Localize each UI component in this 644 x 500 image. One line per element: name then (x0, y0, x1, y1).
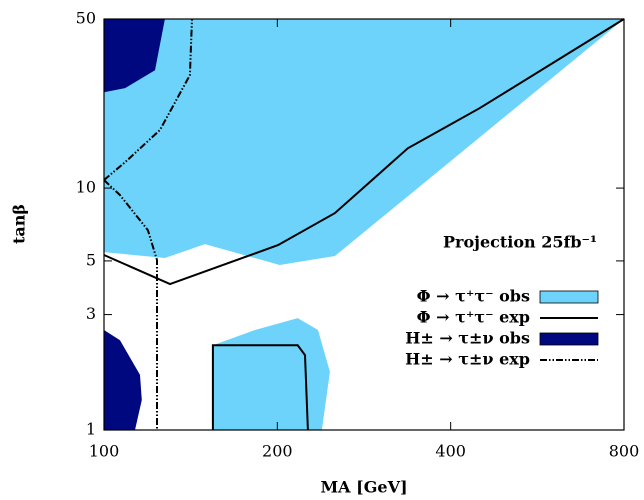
y-tick-label: 5 (86, 250, 96, 269)
x-tick-label: 400 (435, 442, 466, 461)
legend-label: Φ → τ⁺τ⁻ obs (417, 287, 530, 306)
legend-label: H± → τ±ν obs (405, 329, 530, 348)
legend-label: Φ → τ⁺τ⁻ exp (417, 308, 530, 327)
axes-frame (103, 18, 625, 431)
y-tick-label: 50 (76, 9, 96, 28)
y-tick-label: 1 (86, 420, 96, 439)
area (104, 19, 165, 430)
x-tick-label: 200 (262, 442, 293, 461)
annotation: Projection 25fb⁻¹ (443, 233, 597, 252)
legend-swatch (539, 290, 599, 304)
line (103, 18, 625, 431)
x-tick-label: 800 (609, 442, 640, 461)
x-tick-label: 100 (89, 442, 120, 461)
line (103, 18, 193, 430)
area (104, 19, 624, 430)
plot-area (103, 18, 625, 431)
legend-swatch (539, 332, 599, 346)
legend-label: H± → τ±ν exp (405, 350, 530, 369)
x-axis-label: MA [GeV] (320, 478, 407, 497)
y-axis-label: tanβ (10, 204, 29, 244)
y-tick-label: 3 (86, 304, 96, 323)
y-tick-label: 10 (76, 178, 96, 197)
